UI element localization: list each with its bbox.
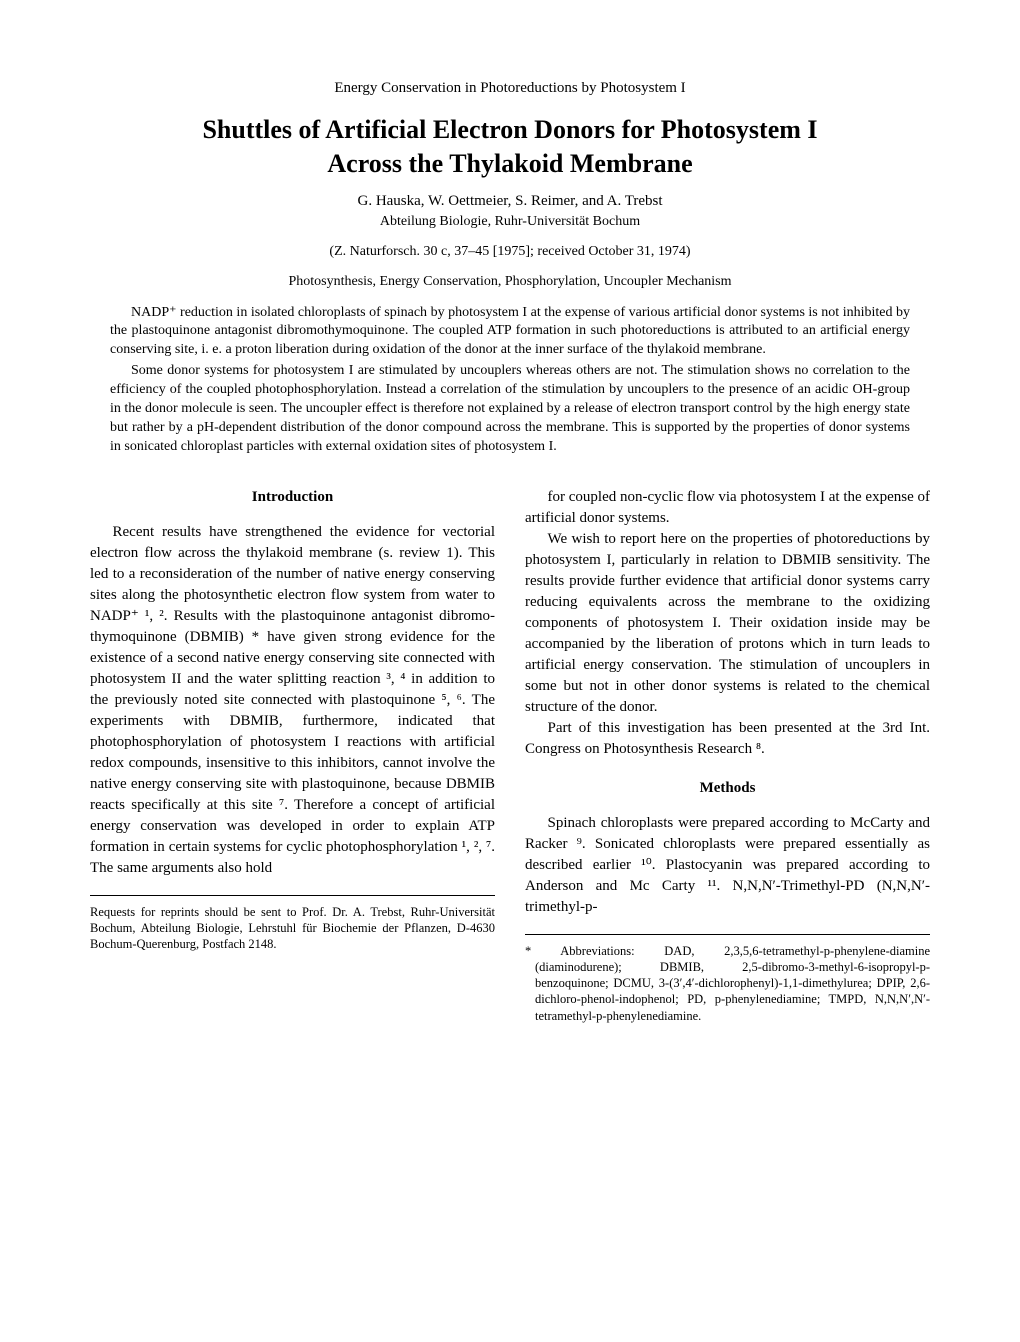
citation: (Z. Naturforsch. 30 c, 37–45 [1975]; rec… <box>90 244 930 260</box>
abbreviations-note: * Abbreviations: DAD, 2,3,5,6-tetramethy… <box>525 943 930 1024</box>
methods-paragraph: Spinach chloroplasts were prepared accor… <box>525 813 930 918</box>
abstract-paragraph-2: Some donor systems for photosystem I are… <box>110 362 910 456</box>
methods-heading: Methods <box>525 778 930 799</box>
introduction-heading: Introduction <box>90 487 495 508</box>
supertitle: Energy Conservation in Photoreductions b… <box>90 80 930 97</box>
authors: G. Hauska, W. Oettmeier, S. Reimer, and … <box>90 193 930 210</box>
keywords: Photosynthesis, Energy Conservation, Pho… <box>90 274 930 290</box>
title-line-2: Across the Thylakoid Membrane <box>327 149 692 178</box>
footnote-left: Requests for reprints should be sent to … <box>90 895 495 953</box>
left-column: Introduction Recent results have strengt… <box>90 487 495 1024</box>
footnote-right: * Abbreviations: DAD, 2,3,5,6-tetramethy… <box>525 934 930 1024</box>
abstract-paragraph-1: NADP⁺ reduction in isolated chloroplasts… <box>110 304 910 361</box>
intro-paragraph: Recent results have strengthened the evi… <box>90 522 495 879</box>
reprint-request-note: Requests for reprints should be sent to … <box>90 904 495 953</box>
title-line-1: Shuttles of Artificial Electron Donors f… <box>202 115 817 144</box>
right-paragraph-3: Part of this investigation has been pres… <box>525 718 930 760</box>
abstract: NADP⁺ reduction in isolated chloroplasts… <box>110 304 910 457</box>
two-column-body: Introduction Recent results have strengt… <box>90 487 930 1024</box>
right-paragraph-1: for coupled non-cyclic flow via photosys… <box>525 487 930 529</box>
affiliation: Abteilung Biologie, Ruhr-Universität Boc… <box>90 214 930 230</box>
main-title: Shuttles of Artificial Electron Donors f… <box>90 113 930 181</box>
right-paragraph-2: We wish to report here on the properties… <box>525 529 930 718</box>
right-column: for coupled non-cyclic flow via photosys… <box>525 487 930 1024</box>
